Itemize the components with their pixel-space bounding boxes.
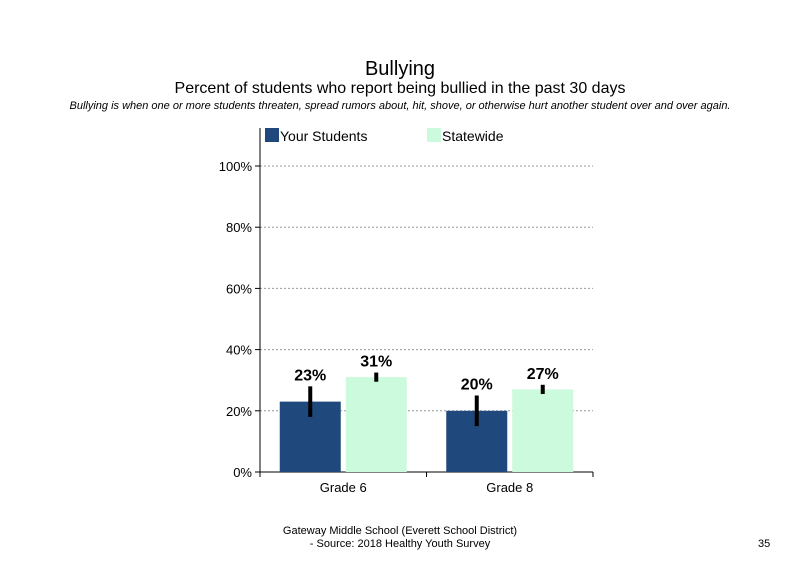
data-label: 31% <box>360 354 392 371</box>
x-category-label: Grade 8 <box>486 480 533 495</box>
legend: Your Students Statewide <box>265 128 504 144</box>
y-tick-label: 60% <box>226 281 252 296</box>
y-tick-label: 20% <box>226 404 252 419</box>
data-labels: 23% 31% 20% 27% <box>294 354 559 394</box>
footer-source: - Source: 2018 Healthy Youth Survey <box>309 538 491 550</box>
data-label: 20% <box>461 377 493 394</box>
chart-subtitle: Percent of students who report being bul… <box>174 80 626 97</box>
footer: Gateway Middle School (Everett School Di… <box>0 525 800 551</box>
error-bars <box>308 372 545 427</box>
legend-swatch <box>427 128 441 142</box>
legend-label: Statewide <box>442 128 504 144</box>
data-label: 23% <box>294 367 326 384</box>
bar <box>512 389 574 472</box>
footer-school: Gateway Middle School (Everett School Di… <box>282 525 518 537</box>
y-tick-label: 80% <box>226 220 252 235</box>
y-tick-label: 100% <box>219 159 253 174</box>
page-number: 35 <box>758 538 771 550</box>
data-label: 27% <box>527 366 559 383</box>
bar <box>345 377 407 472</box>
legend-swatch <box>265 128 279 142</box>
y-tick-label: 40% <box>226 343 252 358</box>
chart-title: Bullying <box>364 58 436 80</box>
legend-label: Your Students <box>280 128 367 144</box>
x-category-label: Grade 6 <box>320 480 367 495</box>
bars <box>279 377 574 472</box>
definition-note: Bullying is when one or more students th… <box>69 100 731 112</box>
y-tick-label: 0% <box>233 465 252 480</box>
